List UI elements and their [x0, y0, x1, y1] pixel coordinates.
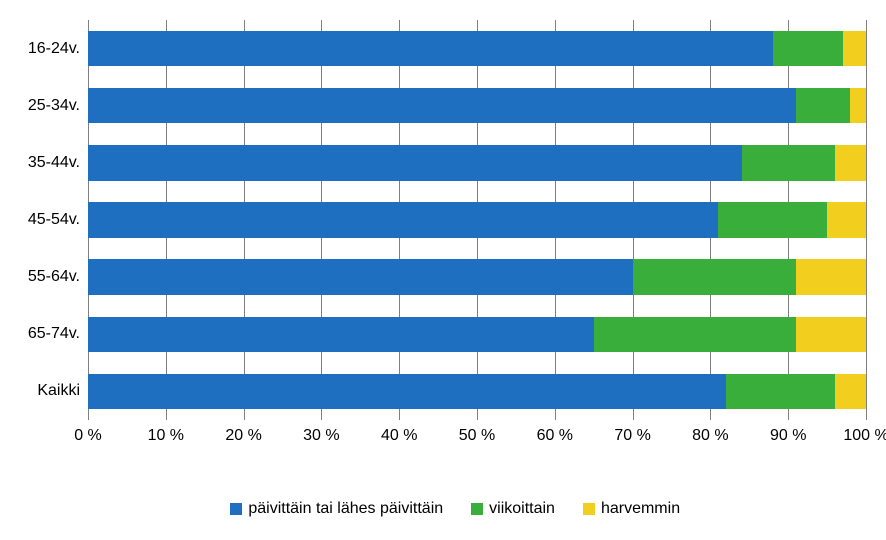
bar-segment-daily [88, 317, 594, 352]
x-tick-label: 0 % [74, 420, 102, 444]
bar-segment-rarely [827, 202, 866, 237]
stacked-bar [88, 259, 866, 294]
legend-label: päivittäin tai lähes päivittäin [248, 500, 443, 518]
bar-segment-daily [88, 145, 742, 180]
y-category-label: 25-34v. [28, 98, 88, 114]
stacked-bar [88, 317, 866, 352]
x-tick-label: 90 % [770, 420, 806, 444]
chart-container: 0 % 10 % 20 % 30 % 40 % 50 % 60 % 70 % 80 % 90 % 1… [0, 0, 886, 540]
legend-swatch [230, 503, 242, 515]
x-tick-label: 70 % [614, 420, 650, 444]
stacked-bar [88, 145, 866, 180]
bar-segment-rarely [835, 374, 866, 409]
bar-segment-weekly [594, 317, 796, 352]
bar-segment-rarely [850, 88, 866, 123]
y-category-label: 35-44v. [28, 155, 88, 171]
legend-label: viikoittain [489, 500, 555, 518]
bar-segment-daily [88, 259, 633, 294]
bar-segment-rarely [796, 317, 866, 352]
bar-segment-weekly [796, 88, 850, 123]
legend-label: harvemmin [601, 500, 680, 518]
stacked-bar [88, 88, 866, 123]
gridline [866, 20, 867, 420]
legend-item-rarely: harvemmin [583, 500, 680, 518]
y-category-label: 55-64v. [28, 269, 88, 285]
legend: päivittäin tai lähes päivittäin viikoitta… [230, 500, 680, 518]
bar-segment-rarely [796, 259, 866, 294]
bar-segment-daily [88, 374, 726, 409]
x-tick-label: 20 % [225, 420, 261, 444]
plot-area: 0 %10 %20 %30 %40 %50 %60 %70 %80 %90 %1… [88, 20, 866, 420]
x-tick-label: 60 % [537, 420, 573, 444]
x-tick-label: 80 % [692, 420, 728, 444]
stacked-bar [88, 31, 866, 66]
bar-segment-rarely [835, 145, 866, 180]
bar-segment-weekly [726, 374, 835, 409]
bar-segment-weekly [633, 259, 796, 294]
y-category-label: 45-54v. [28, 212, 88, 228]
legend-swatch [471, 503, 483, 515]
bar-segment-weekly [742, 145, 835, 180]
bar-segment-weekly [773, 31, 843, 66]
x-tick-label: 100 % [843, 420, 886, 444]
bar-segment-daily [88, 88, 796, 123]
bar-segment-rarely [843, 31, 866, 66]
bar-segment-daily [88, 202, 718, 237]
x-tick-label: 50 % [459, 420, 495, 444]
stacked-bar [88, 202, 866, 237]
bar-segment-daily [88, 31, 773, 66]
y-category-label: 16-24v. [28, 41, 88, 57]
y-category-label: Kaikki [37, 383, 88, 399]
bar-segment-weekly [718, 202, 827, 237]
x-tick-label: 10 % [148, 420, 184, 444]
legend-item-daily: päivittäin tai lähes päivittäin [230, 500, 443, 518]
legend-swatch [583, 503, 595, 515]
x-tick-label: 30 % [303, 420, 339, 444]
y-category-label: 65-74v. [28, 326, 88, 342]
stacked-bar [88, 374, 866, 409]
legend-item-weekly: viikoittain [471, 500, 555, 518]
x-tick-label: 40 % [381, 420, 417, 444]
